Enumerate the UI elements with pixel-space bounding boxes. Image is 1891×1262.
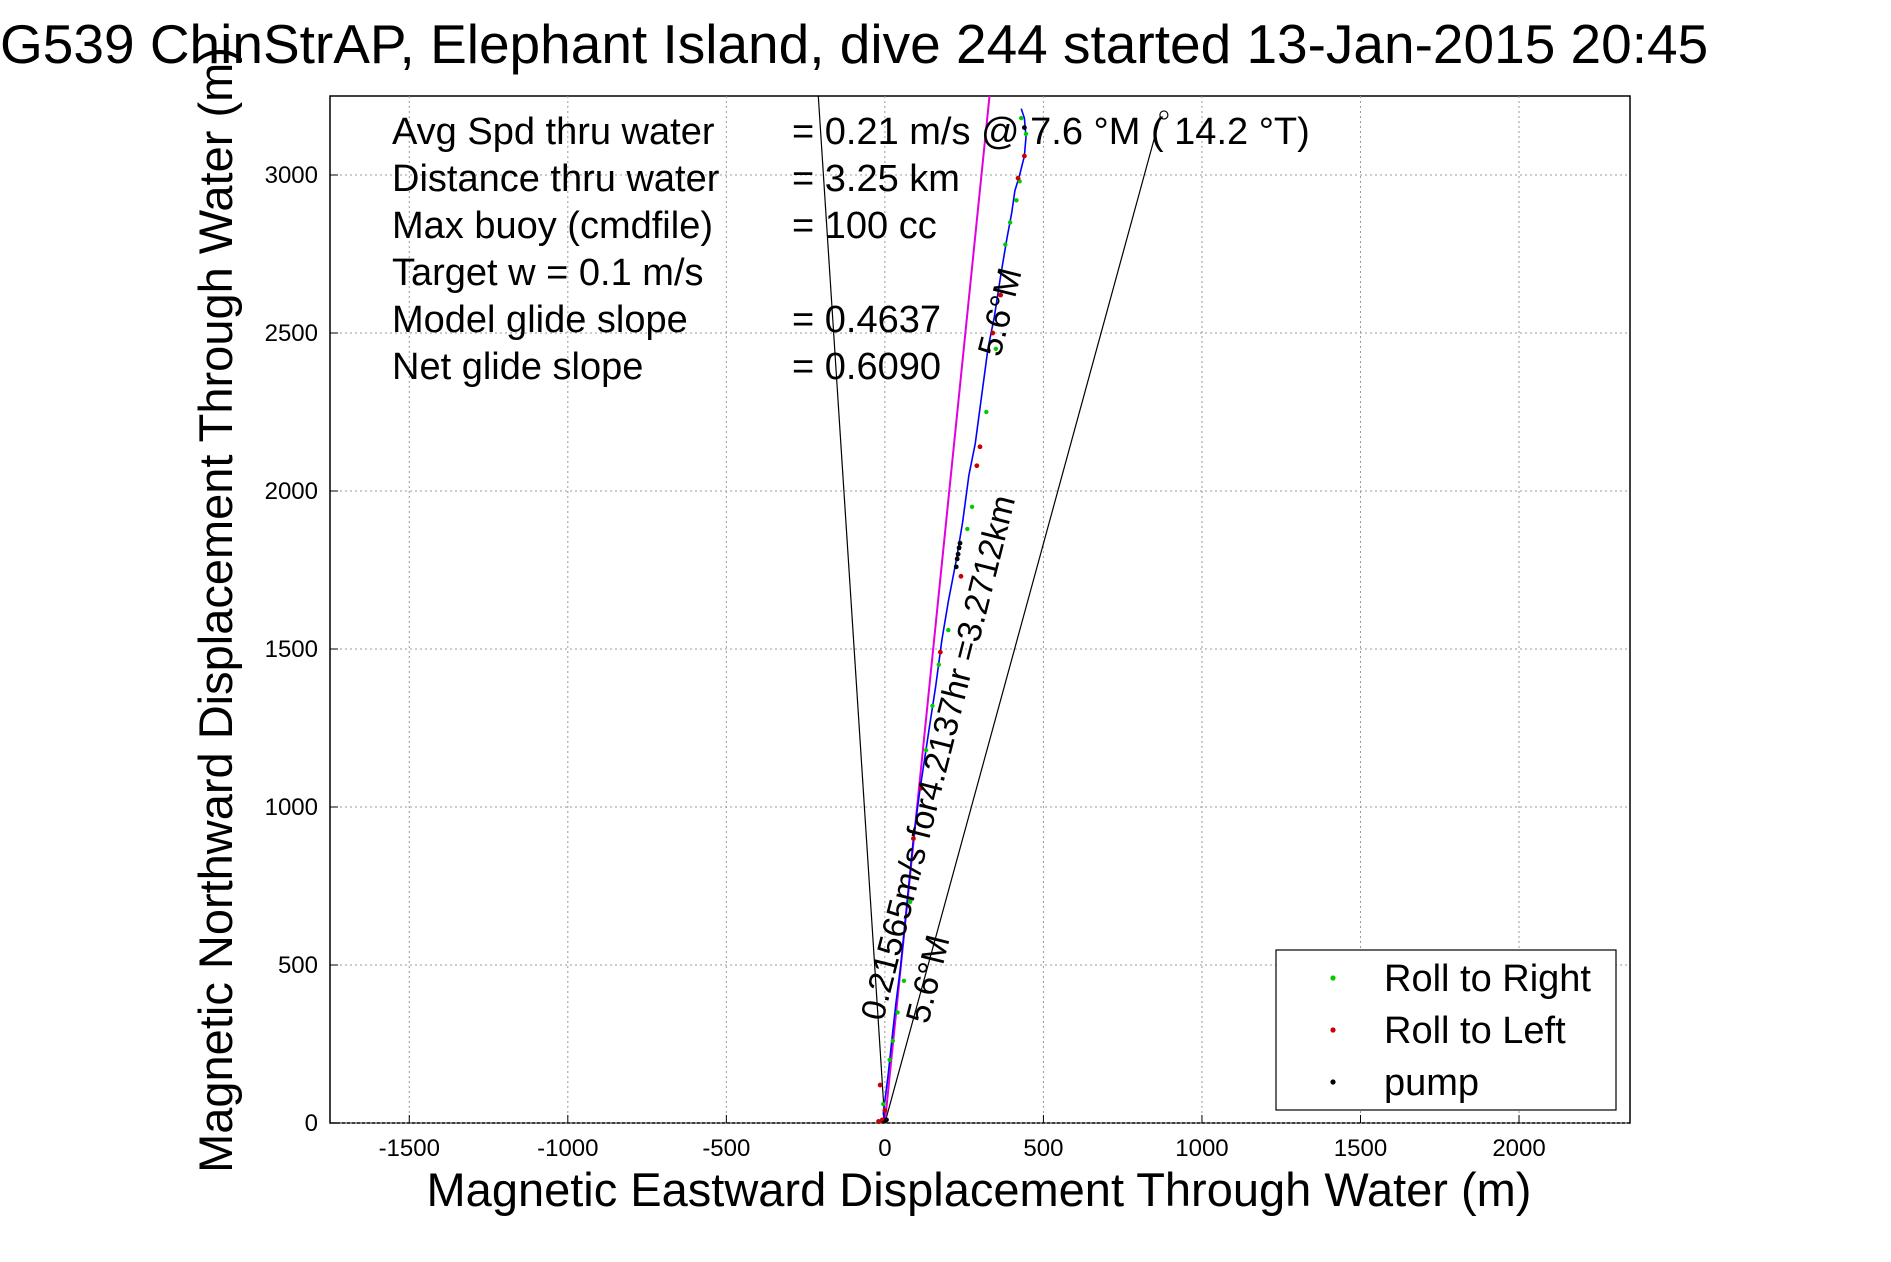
legend-label: Roll to Left (1384, 1010, 1566, 1052)
stat-value: = 3.25 km (792, 158, 960, 200)
stat-value: = 0.4637 (792, 299, 941, 341)
legend: Roll to Right Roll to Left pump (1275, 949, 1617, 1111)
roll-right-point (881, 1101, 886, 1107)
roll-right-point (946, 627, 951, 633)
heading-marker (1159, 110, 1169, 120)
stat-value: = 100 cc (792, 205, 937, 247)
x-axis-label: Magnetic Eastward Displacement Through W… (427, 1163, 1532, 1216)
roll-left-point (918, 785, 924, 791)
heading-ray-left (817, 96, 886, 1123)
roll-left-point (974, 463, 980, 469)
x-tick-label: -1000 (537, 1135, 598, 1162)
legend-marker (1330, 1027, 1336, 1033)
y-tick-label: 1500 (265, 636, 318, 663)
roll-left-point (958, 573, 964, 579)
roll-right-point (1003, 242, 1008, 247)
roll-right-point (993, 346, 999, 351)
dive-track (882, 108, 1027, 1123)
x-tick-label: 2000 (1492, 1135, 1545, 1162)
track-line (882, 108, 1027, 1123)
stat-label: Net glide slope (392, 346, 643, 388)
roll-right-point (930, 703, 935, 709)
roll-right-point (969, 504, 975, 509)
pump-point (957, 540, 963, 546)
legend-marker (1330, 1079, 1336, 1085)
roll-right-point (887, 1057, 892, 1063)
stat-label: Target w = 0.1 m/s (392, 252, 704, 294)
roll-right-point (1014, 198, 1019, 203)
y-tick-label: 2000 (265, 478, 318, 505)
legend-label: Roll to Right (1384, 958, 1591, 1000)
roll-left-point (990, 330, 996, 336)
roll-left-point (911, 836, 916, 841)
stat-label: Distance thru water (392, 158, 720, 200)
y-tick-label: 2500 (265, 320, 318, 347)
roll-right-point (965, 526, 970, 532)
pump-point (884, 1117, 889, 1123)
y-tick-label: 0 (305, 1110, 318, 1137)
roll-right-point (923, 747, 929, 753)
roll-right-point (936, 662, 941, 667)
y-tick-label: 1000 (265, 794, 318, 821)
x-tick-label: -500 (702, 1135, 750, 1162)
axis-ticks: -1500 -1000 -500 0 500 1000 1500 2000 0 500 1000 15… (265, 162, 1546, 1162)
pump-point (953, 564, 959, 570)
roll-right-point (890, 1038, 896, 1044)
data-points (876, 115, 1029, 1123)
roll-right-point (984, 409, 989, 415)
pump-point (955, 551, 961, 557)
roll-left-point (1015, 175, 1021, 181)
stat-label: Model glide slope (392, 299, 688, 341)
pump-point (954, 556, 960, 562)
roll-right-point (908, 899, 913, 904)
x-tick-label: 0 (878, 1135, 891, 1162)
x-tick-label: 1000 (1175, 1135, 1228, 1162)
roll-right-point (1023, 131, 1029, 137)
pump-point (956, 545, 962, 551)
y-tick-label: 3000 (265, 162, 318, 189)
roll-right-point (895, 1010, 900, 1015)
roll-left-point (1021, 153, 1027, 159)
y-tick-label: 500 (278, 952, 318, 979)
x-tick-label: -1500 (379, 1135, 440, 1162)
x-tick-label: 1500 (1334, 1135, 1387, 1162)
y-axis-label: Magnetic Northward Displacement Through … (189, 47, 242, 1173)
stat-label: Max buoy (cmdfile) (392, 205, 713, 247)
legend-marker (1330, 975, 1336, 981)
stat-value: = 0.6090 (792, 346, 941, 388)
pump-point (1021, 125, 1027, 130)
heading-ray-right (884, 114, 1162, 1123)
roll-left-point (882, 1107, 888, 1113)
stat-label: Avg Spd thru water (392, 111, 715, 153)
roll-right-point (1007, 220, 1013, 225)
chart-title: G539 ChinStrAP, Elephant Island, dive 24… (0, 13, 1708, 75)
stats-block: Avg Spd thru water = 0.21 m/s @ 7.6 °M ( … (392, 111, 1310, 388)
legend-label: pump (1384, 1062, 1479, 1104)
roll-left-point (877, 1082, 883, 1088)
roll-left-point (937, 649, 943, 655)
stat-value: = 0.21 m/s @ 7.6 °M ( 14.2 °T) (792, 111, 1310, 153)
roll-left-point (977, 444, 983, 450)
x-tick-label: 500 (1023, 1135, 1063, 1162)
roll-left-point (998, 292, 1004, 298)
roll-right-point (1019, 115, 1024, 121)
roll-right-point (901, 978, 907, 983)
